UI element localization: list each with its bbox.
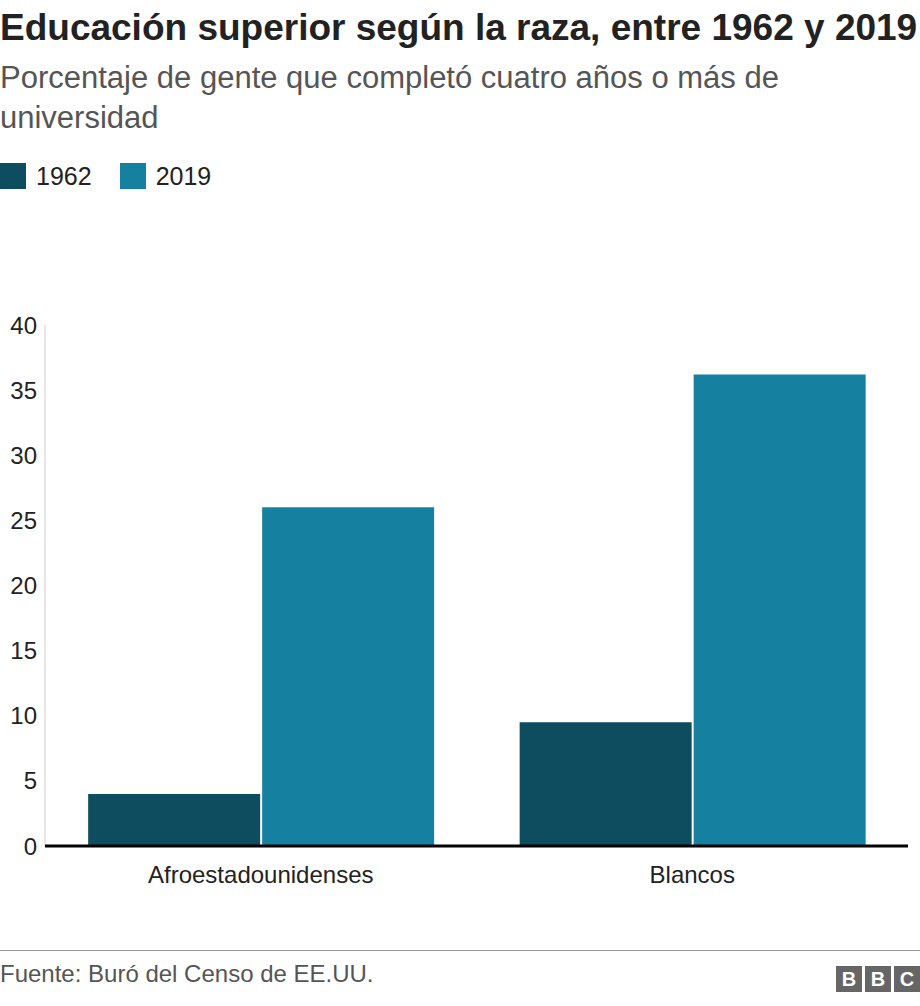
svg-text:Afroestadounidenses: Afroestadounidenses [148,861,374,888]
html-text:2019: 2019 [155,161,212,190]
html-text:C: C [899,968,915,990]
html-text:B: B [870,968,886,990]
html-text:Porcentaje de gente que comple: Porcentaje de gente que completó cuatro … [0,60,779,135]
html-text:1962: 1962 [36,161,92,190]
svg-text:5: 5 [24,767,37,794]
svg-text:0: 0 [24,833,37,860]
svg-text:35: 35 [10,377,37,404]
svg-text:25: 25 [10,507,37,534]
svg-text:15: 15 [10,637,37,664]
html-text:Educación superior según la ra: Educación superior según la raza, entre … [0,7,918,48]
svg-text:40: 40 [10,312,37,339]
svg-text:20: 20 [10,572,37,599]
svg-text:30: 30 [10,442,37,469]
svg-text:10: 10 [10,702,37,729]
html-text:Fuente: Buró del Censo de EE.U: Fuente: Buró del Censo de EE.UU. [0,960,374,987]
svg-text:Blancos: Blancos [650,861,735,888]
html-text:B: B [841,968,857,990]
